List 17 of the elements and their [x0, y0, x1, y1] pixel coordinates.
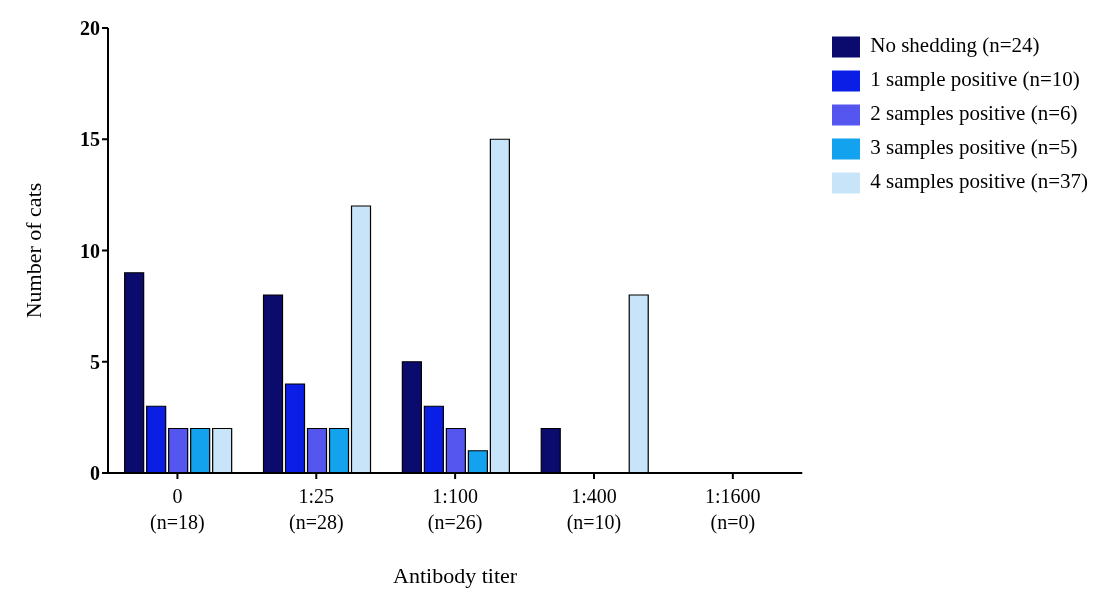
x-tick-label: 1:25 (n=28): [288, 485, 344, 534]
y-tick-label: 5: [90, 350, 100, 373]
x-axis-title: Antibody titer: [393, 563, 518, 588]
y-axis-title: Number of cats: [20, 182, 46, 319]
legend-label: 1 sample positive (n=10): [870, 67, 1080, 91]
y-tick-label: 0: [90, 462, 100, 485]
legend-label: 3 samples positive (n=5): [870, 135, 1078, 159]
y-tick-label: 15: [80, 128, 100, 151]
x-tick-label: 0 (n=18): [150, 485, 205, 534]
x-tick-label: 1:100 (n=26): [427, 485, 483, 534]
x-tick-label: 1:1600 (n=0): [705, 485, 761, 534]
y-tick-label: 20: [80, 17, 100, 40]
legend-label: 4 samples positive (n=37): [870, 169, 1088, 193]
legend-label: No shedding (n=24): [870, 33, 1040, 57]
y-tick-label: 10: [80, 239, 100, 262]
x-tick-label: 1:400 (n=10): [566, 485, 622, 534]
legend-label: 2 samples positive (n=6): [870, 101, 1078, 125]
